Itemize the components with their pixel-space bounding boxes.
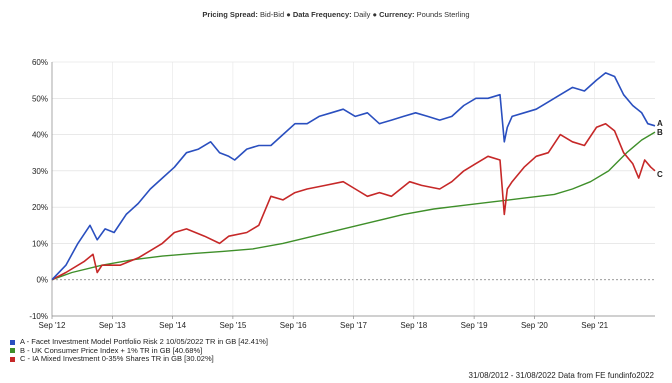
legend-label-c: C - IA Mixed Investment 0-35% Shares TR …	[20, 354, 214, 364]
series-end-label-b: B	[657, 128, 663, 137]
series-end-label-c: C	[657, 170, 663, 179]
legend-swatch-a	[10, 339, 15, 345]
header-separator: ●	[286, 10, 291, 19]
legend: A - Facet Investment Model Portfolio Ris…	[10, 337, 268, 364]
x-tick-label: Sep '17	[340, 321, 367, 330]
y-tick-label: 30%	[32, 167, 48, 176]
legend-item-a: A - Facet Investment Model Portfolio Ris…	[10, 337, 268, 347]
x-tick-label: Sep '21	[581, 321, 608, 330]
x-tick-label: Sep '13	[99, 321, 126, 330]
legend-swatch-c	[10, 356, 15, 362]
frequency-label: Data Frequency:	[292, 10, 352, 19]
chart-header: Pricing Spread: Bid-Bid ● Data Frequency…	[0, 10, 672, 19]
y-tick-label: 20%	[32, 203, 48, 212]
series-line-a	[51, 72, 656, 281]
legend-swatch-b	[10, 348, 15, 354]
spread-value: Bid-Bid	[259, 10, 285, 19]
series-line-c	[51, 122, 656, 281]
header-separator: ●	[372, 10, 378, 19]
y-tick-label: -10%	[29, 312, 48, 321]
legend-label-b: B - UK Consumer Price Index + 1% TR in G…	[20, 345, 203, 355]
y-tick-label: 0%	[36, 276, 48, 285]
y-tick-label: 50%	[32, 94, 48, 103]
legend-item-b: B - UK Consumer Price Index + 1% TR in G…	[10, 345, 268, 356]
y-tick-label: 10%	[32, 239, 48, 248]
spread-label: Pricing Spread:	[202, 10, 258, 19]
y-tick-label: 60%	[32, 58, 48, 67]
series-line-b	[51, 131, 656, 281]
x-tick-label: Sep '12	[39, 321, 66, 330]
legend-label-a: A - Facet Investment Model Portfolio Ris…	[20, 337, 268, 346]
grid-lines	[51, 61, 655, 317]
series-end-label-a: A	[657, 119, 663, 128]
x-tick-label: Sep '20	[521, 321, 548, 330]
x-tick-label: Sep '16	[280, 321, 307, 330]
currency-value: Pounds Sterling	[416, 10, 470, 19]
data-source-footer: 31/08/2012 - 31/08/2022 Data from FE fun…	[468, 371, 654, 380]
y-tick-label: 40%	[32, 131, 48, 140]
legend-item-c: C - IA Mixed Investment 0-35% Shares TR …	[10, 355, 268, 364]
x-tick-label: Sep '19	[461, 321, 488, 330]
x-tick-label: Sep '14	[159, 321, 186, 330]
x-tick-label: Sep '18	[400, 321, 427, 330]
series-layer: AB C	[51, 72, 663, 281]
axes: -10% 0% 10% 20% 30% 40% 50% 60% Sep '12 Sep '13 Se…	[29, 58, 655, 330]
x-tick-label: Sep '15	[219, 321, 246, 330]
frequency-value: Daily	[353, 10, 371, 19]
currency-label: Currency:	[379, 10, 415, 19]
